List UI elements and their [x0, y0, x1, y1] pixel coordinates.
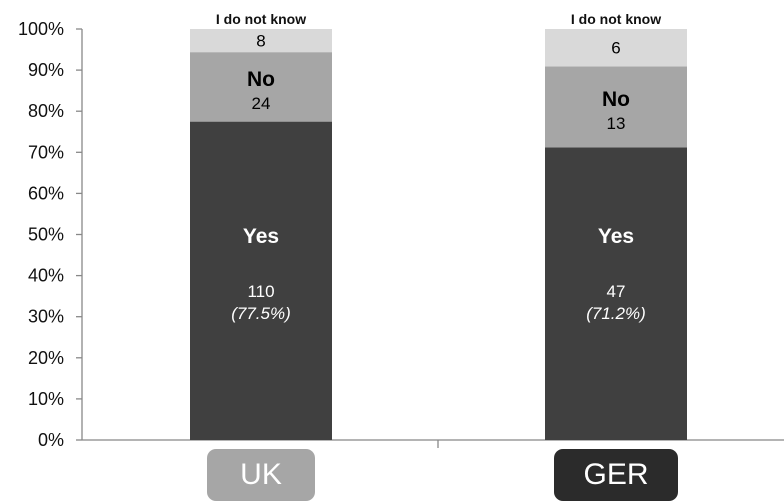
segment-name-yes: Yes: [598, 225, 634, 248]
y-tick-label: 80%: [28, 101, 64, 121]
y-tick-label: 90%: [28, 60, 64, 80]
segment-labels: Yes 110 (77.5%) No 24 I do not know 8 Yes 47 (71.…: [216, 11, 661, 323]
segment-count-unknown: 8: [256, 32, 265, 51]
bar-segment-uk-yes: [190, 121, 332, 440]
y-tick-label: 10%: [28, 389, 64, 409]
segment-name-yes: Yes: [243, 225, 279, 248]
segment-name-no: No: [602, 88, 630, 111]
segment-name-unknown: I do not know: [571, 11, 661, 27]
y-tick-label: 70%: [28, 142, 64, 162]
bar-segment-ger-i-do-not-know: [545, 29, 687, 67]
segment-percent-yes: (71.2%): [586, 304, 646, 323]
segment-count-no: 24: [252, 94, 271, 113]
category-label-uk: UK: [207, 449, 315, 501]
y-tick-label: 50%: [28, 225, 64, 245]
segment-count-yes: 47: [607, 282, 626, 301]
segment-count-no: 13: [607, 114, 626, 133]
y-axis: 0% 10% 20% 30% 40% 50% 60% 70% 80% 90% 100%: [18, 19, 784, 450]
bar-segment-ger-yes: [545, 147, 687, 440]
bar-segment-uk-no: [190, 52, 332, 122]
segment-percent-yes: (77.5%): [231, 304, 291, 323]
y-tick-label: 60%: [28, 183, 64, 203]
bars-group: [190, 29, 687, 440]
bar-segment-uk-i-do-not-know: [190, 29, 332, 53]
y-tick-label: 20%: [28, 348, 64, 368]
segment-name-unknown: I do not know: [216, 11, 306, 27]
y-tick-label: 30%: [28, 307, 64, 327]
y-tick-label: 100%: [18, 19, 64, 39]
segment-count-yes: 110: [247, 282, 274, 301]
y-tick-label: 40%: [28, 266, 64, 286]
segment-count-unknown: 6: [611, 39, 620, 58]
category-label-ger: GER: [554, 449, 678, 501]
bar-segment-ger-no: [545, 66, 687, 148]
y-tick-label: 0%: [38, 430, 64, 450]
segment-name-no: No: [247, 68, 275, 91]
